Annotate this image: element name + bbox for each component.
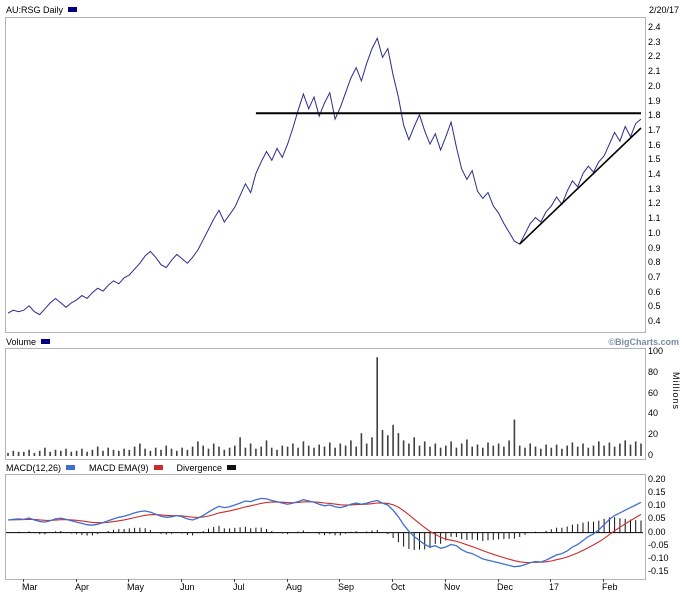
y-tick-label: 0.15 [648, 487, 666, 498]
y-tick-label: 1.6 [648, 139, 661, 150]
x-axis-month-label: Oct [391, 582, 406, 592]
y-tick-label: 2.2 [648, 51, 661, 62]
x-tick-mark [550, 579, 551, 582]
y-tick-label: 60 [648, 387, 659, 398]
y-tick-label: 80 [648, 366, 659, 377]
price-legend-swatch [68, 7, 78, 12]
y-tick-label: 20 [648, 429, 659, 440]
x-tick-mark [498, 579, 499, 582]
y-tick-label: 1.7 [648, 124, 661, 135]
macd-panel-header: MACD(12,26) MACD EMA(9) Divergence [6, 462, 679, 473]
x-tick-mark [181, 579, 182, 582]
macd-line-chart [6, 497, 643, 568]
volume-bar-chart [7, 357, 642, 456]
x-axis-month-label: Jun [180, 582, 195, 592]
ema-legend-swatch [153, 465, 163, 470]
y-tick-label: 1.8 [648, 110, 661, 121]
y-tick-label: 1.1 [648, 213, 661, 224]
x-axis-month-label: May [127, 582, 145, 592]
y-tick-label: 0.05 [648, 513, 666, 524]
x-tick-mark [287, 579, 288, 582]
x-axis-month-label: Aug [286, 582, 303, 592]
y-tick-label: 40 [648, 408, 659, 419]
price-panel-header: AU:RSG Daily 2/20/17 [6, 4, 679, 15]
x-tick-mark [339, 579, 340, 582]
y-tick-label: 1.2 [648, 198, 661, 209]
y-tick-label: 0.20 [648, 474, 666, 484]
x-tick-mark [445, 579, 446, 582]
x-axis-month-label: Dec [497, 582, 514, 592]
x-axis-month-label: Sep [338, 582, 355, 592]
x-tick-mark [603, 579, 604, 582]
x-axis-month-label: Feb [602, 582, 618, 592]
x-tick-mark [234, 579, 235, 582]
volume-chart-panel [5, 348, 646, 460]
price-chart-panel [5, 17, 646, 333]
x-tick-mark [23, 579, 24, 582]
y-tick-label: 2.1 [648, 66, 661, 77]
chart-date: 2/20/17 [648, 4, 679, 15]
y-tick-label: 0.6 [648, 286, 661, 297]
x-axis-month-label: Apr [75, 582, 90, 592]
divergence-label: Divergence [176, 462, 223, 473]
y-tick-label: 1.5 [648, 154, 661, 165]
y-tick-label: 100 [648, 346, 664, 356]
x-axis-month-label: Mar [22, 582, 38, 592]
macd-chart-panel [5, 474, 646, 580]
x-axis-month-label: 17 [549, 582, 560, 592]
macd-legend-swatch [66, 465, 76, 470]
y-tick-label: -0.05 [648, 539, 669, 550]
y-tick-label: 0.7 [648, 271, 661, 282]
x-axis: Mar Apr May Jun Jul Aug Sep Oct Nov Dec 17 Feb [5, 579, 644, 594]
y-tick-label: 2.3 [648, 36, 661, 47]
y-tick-label: 1.0 [648, 227, 661, 238]
y-tick-label: 0.10 [648, 500, 666, 511]
y-tick-label: 1.9 [648, 95, 661, 106]
price-line-chart [7, 36, 642, 316]
y-tick-label: 0 [648, 450, 654, 460]
symbol-title: AU:RSG Daily [6, 4, 64, 15]
macd-ema-label: MACD EMA(9) [89, 462, 149, 473]
y-tick-label: -0.10 [648, 552, 669, 563]
bigcharts-copyright: ©BigCharts.com [608, 336, 679, 347]
y-tick-label: 0.9 [648, 242, 661, 253]
y-tick-label: 0.00 [648, 526, 666, 537]
x-tick-mark [392, 579, 393, 582]
y-tick-label: 0.8 [648, 257, 661, 268]
volume-legend-swatch [41, 339, 51, 344]
x-tick-mark [128, 579, 129, 582]
volume-label: Volume [6, 336, 37, 347]
divergence-legend-swatch [227, 465, 237, 470]
macd-label: MACD(12,26) [6, 462, 62, 473]
y-tick-label: -0.15 [648, 566, 669, 576]
volume-panel-header: Volume ©BigCharts.com [6, 336, 679, 347]
y-tick-label: 1.3 [648, 183, 661, 194]
macd-y-axis: 0.20 0.15 0.10 0.05 0.00 -0.05 -0.10 -0.15 [648, 474, 682, 578]
x-tick-mark [76, 579, 77, 582]
y-tick-label: 2.4 [648, 22, 661, 32]
y-tick-label: 0.5 [648, 301, 661, 312]
price-y-axis: 2.4 2.3 2.2 2.1 2.0 1.9 1.8 1.7 1.6 1.5 1.4 1.3 1.2 1… [648, 17, 682, 331]
y-tick-label: 2.0 [648, 80, 661, 91]
x-axis-month-label: Jul [233, 582, 245, 592]
x-axis-month-label: Nov [444, 582, 461, 592]
y-tick-label: 1.4 [648, 169, 661, 179]
volume-y-axis-title: Millions [671, 372, 681, 411]
volume-y-axis: 100 80 60 40 20 0 [648, 346, 682, 460]
macd-ema-legend-item: MACD EMA(9) [89, 463, 163, 473]
divergence-legend-item: Divergence [177, 463, 237, 473]
macd-legend-item: MACD(12,26) [6, 462, 76, 473]
y-tick-label: 0.4 [648, 316, 661, 326]
